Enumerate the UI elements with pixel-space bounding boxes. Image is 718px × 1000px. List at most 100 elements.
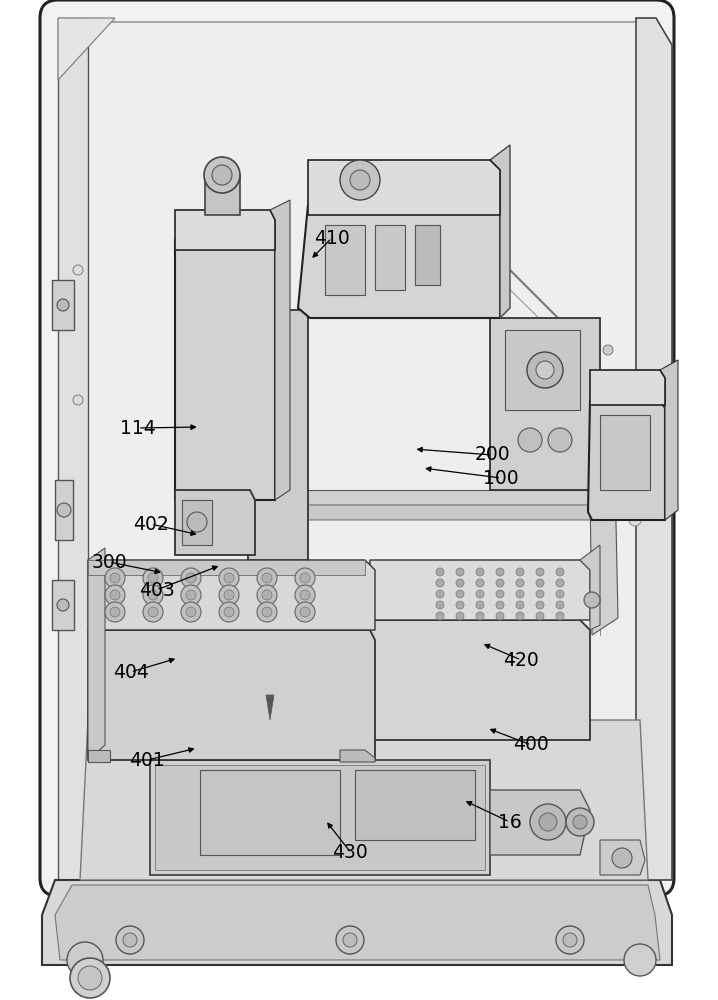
Circle shape — [340, 160, 380, 200]
Circle shape — [123, 933, 137, 947]
Polygon shape — [660, 360, 678, 520]
Circle shape — [257, 568, 277, 588]
Circle shape — [105, 585, 125, 605]
Circle shape — [110, 607, 120, 617]
Text: 403: 403 — [139, 580, 174, 599]
Polygon shape — [308, 225, 500, 278]
Text: 400: 400 — [513, 736, 549, 754]
Circle shape — [516, 590, 524, 598]
Circle shape — [186, 590, 196, 600]
Polygon shape — [88, 630, 375, 760]
Circle shape — [436, 590, 444, 598]
Polygon shape — [580, 545, 600, 630]
Circle shape — [536, 568, 544, 576]
Polygon shape — [248, 485, 260, 632]
Circle shape — [476, 590, 484, 598]
Circle shape — [67, 942, 103, 978]
Text: 401: 401 — [129, 750, 165, 770]
Circle shape — [436, 612, 444, 620]
Polygon shape — [308, 272, 500, 318]
Circle shape — [105, 568, 125, 588]
Circle shape — [536, 590, 544, 598]
Circle shape — [181, 568, 201, 588]
Polygon shape — [88, 548, 105, 760]
Bar — [55, 480, 73, 540]
Circle shape — [224, 590, 234, 600]
Text: 430: 430 — [332, 842, 368, 861]
Circle shape — [295, 602, 315, 622]
Circle shape — [148, 607, 158, 617]
Circle shape — [476, 579, 484, 587]
Bar — [52, 280, 74, 330]
Polygon shape — [490, 318, 600, 490]
Circle shape — [350, 170, 370, 190]
Polygon shape — [200, 490, 600, 505]
Circle shape — [219, 585, 239, 605]
Circle shape — [629, 444, 641, 456]
Circle shape — [536, 579, 544, 587]
Circle shape — [110, 590, 120, 600]
Text: 420: 420 — [503, 650, 539, 670]
Circle shape — [573, 815, 587, 829]
Circle shape — [148, 590, 158, 600]
Polygon shape — [355, 770, 475, 840]
Polygon shape — [155, 765, 485, 870]
Polygon shape — [175, 490, 255, 555]
Circle shape — [456, 601, 464, 609]
Circle shape — [143, 585, 163, 605]
Circle shape — [300, 607, 310, 617]
Bar — [325, 225, 365, 295]
Circle shape — [143, 568, 163, 588]
Circle shape — [300, 590, 310, 600]
Circle shape — [629, 514, 641, 526]
Text: 402: 402 — [133, 514, 169, 534]
Polygon shape — [42, 880, 672, 965]
Circle shape — [73, 395, 83, 405]
Circle shape — [496, 568, 504, 576]
Circle shape — [436, 601, 444, 609]
Polygon shape — [55, 885, 660, 960]
Circle shape — [516, 601, 524, 609]
Circle shape — [456, 568, 464, 576]
Circle shape — [57, 503, 71, 517]
Circle shape — [73, 265, 83, 275]
Polygon shape — [88, 560, 375, 630]
Circle shape — [181, 602, 201, 622]
Polygon shape — [58, 18, 88, 890]
Circle shape — [548, 428, 572, 452]
Polygon shape — [270, 200, 290, 500]
Circle shape — [262, 573, 272, 583]
Polygon shape — [88, 750, 110, 762]
Circle shape — [518, 428, 542, 452]
Circle shape — [536, 601, 544, 609]
Polygon shape — [600, 840, 645, 875]
Polygon shape — [58, 18, 115, 80]
Polygon shape — [490, 145, 510, 318]
Polygon shape — [175, 210, 275, 250]
Circle shape — [527, 352, 563, 388]
Text: 300: 300 — [91, 552, 127, 572]
Polygon shape — [590, 370, 665, 405]
Circle shape — [603, 345, 613, 355]
Circle shape — [539, 813, 557, 831]
Circle shape — [536, 612, 544, 620]
Bar — [600, 415, 650, 490]
Circle shape — [186, 607, 196, 617]
Circle shape — [624, 944, 656, 976]
Circle shape — [212, 165, 232, 185]
Circle shape — [496, 590, 504, 598]
Circle shape — [516, 568, 524, 576]
Bar — [182, 500, 212, 545]
Polygon shape — [370, 560, 590, 620]
Polygon shape — [80, 720, 648, 880]
Circle shape — [105, 602, 125, 622]
Circle shape — [556, 579, 564, 587]
Polygon shape — [200, 770, 340, 855]
Circle shape — [204, 157, 240, 193]
Circle shape — [436, 579, 444, 587]
Circle shape — [476, 612, 484, 620]
Circle shape — [181, 585, 201, 605]
Circle shape — [456, 579, 464, 587]
Circle shape — [300, 573, 310, 583]
Bar — [375, 225, 405, 290]
